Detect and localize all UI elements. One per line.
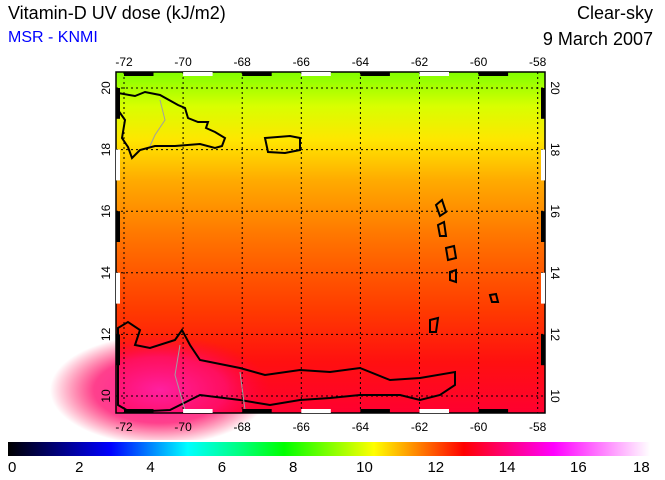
axis-ticks: -72 -72 -70 -70 -68 -68 -66 -66 -64 -64 -62 -62 -60 -…: [99, 55, 562, 434]
lat-label-right: 16: [548, 205, 562, 219]
lat-label-left: 14: [99, 266, 113, 280]
lon-label-top: -64: [352, 55, 370, 69]
lon-label-top: -58: [529, 55, 547, 69]
frame-tick-bar: [419, 72, 449, 76]
lon-label-bottom: -58: [529, 420, 547, 434]
lon-label-top: -60: [470, 55, 488, 69]
lon-label-top: -66: [293, 55, 311, 69]
map-title: Vitamin-D UV dose (kJ/m2): [8, 3, 226, 23]
lon-label-bottom: -68: [234, 420, 252, 434]
lon-label-bottom: -64: [352, 420, 370, 434]
colorbar-label: 16: [570, 459, 587, 476]
lon-label-bottom: -60: [470, 420, 488, 434]
frame-tick-bar: [360, 409, 390, 413]
colorbar-label: 8: [289, 459, 298, 476]
map-date: 9 March 2007: [542, 29, 653, 49]
frame-tick-bar: [124, 409, 154, 413]
colorbar-label: 14: [498, 459, 516, 476]
frame-tick-bar: [478, 409, 509, 413]
borders: [149, 99, 246, 411]
lat-label-right: 18: [548, 143, 562, 157]
frame-tick-bar: [541, 334, 545, 366]
lat-label-right: 10: [548, 389, 562, 403]
lat-label-right: 20: [548, 81, 562, 95]
colorbar-label: 4: [146, 459, 155, 476]
lat-label-right: 12: [548, 328, 562, 342]
lon-label-top: -70: [174, 55, 192, 69]
colorbar-label: 10: [356, 459, 373, 476]
coastlines: [117, 90, 500, 414]
frame-tick-bar: [116, 272, 120, 304]
frame-tick-bar: [541, 211, 545, 242]
colorbar: [8, 442, 650, 456]
frame-tick-bar: [124, 72, 154, 76]
colorbar-label: 0: [8, 459, 17, 476]
graticule: [116, 72, 545, 413]
frame-tick-bar: [242, 72, 272, 76]
lon-label-bottom: -72: [115, 420, 133, 434]
lon-label-bottom: -70: [174, 420, 192, 434]
lat-label-right: 14: [548, 266, 562, 280]
frame-tick-bar: [541, 149, 545, 181]
frame-tick-bar: [301, 72, 331, 76]
frame-tick-bar: [183, 409, 213, 413]
colorbar-label: 2: [75, 459, 84, 476]
lat-label-left: 18: [99, 143, 113, 157]
frame-tick-bar: [116, 88, 120, 119]
frame-tick-bar: [116, 149, 120, 181]
colorbar-label: 18: [633, 459, 650, 476]
frame-tick-bar: [419, 409, 449, 413]
colorbar-label: 12: [427, 459, 445, 476]
lon-label-top: -68: [234, 55, 252, 69]
lat-label-left: 10: [99, 389, 113, 403]
lat-label-left: 12: [99, 327, 113, 341]
frame-tick-bar: [360, 72, 390, 76]
lon-label-top: -72: [115, 55, 133, 69]
frame-tick-bar: [116, 211, 120, 242]
source-label: MSR - KNMI: [8, 29, 98, 46]
uv-high-region: [50, 335, 270, 440]
frame-tick-bar: [183, 72, 213, 76]
frame-tick-bar: [242, 409, 272, 413]
frame-tick-bar: [116, 334, 120, 366]
frame-tick-bar: [541, 272, 545, 304]
lon-label-top: -62: [411, 55, 429, 69]
colorbar-label: 6: [217, 459, 227, 476]
frame-tick-bar: [541, 88, 545, 119]
lat-label-left: 20: [99, 81, 113, 95]
sky-condition: Clear-sky: [576, 3, 653, 23]
frame-tick-bar: [478, 72, 509, 76]
frame-tick-bar: [301, 409, 331, 413]
map-panel: -72 -72 -70 -70 -68 -68 -66 -66 -64 -64 -62 -62 -60 -…: [50, 55, 562, 440]
lon-label-bottom: -62: [411, 420, 429, 434]
lat-label-left: 16: [99, 204, 113, 218]
lon-label-bottom: -66: [293, 420, 311, 434]
